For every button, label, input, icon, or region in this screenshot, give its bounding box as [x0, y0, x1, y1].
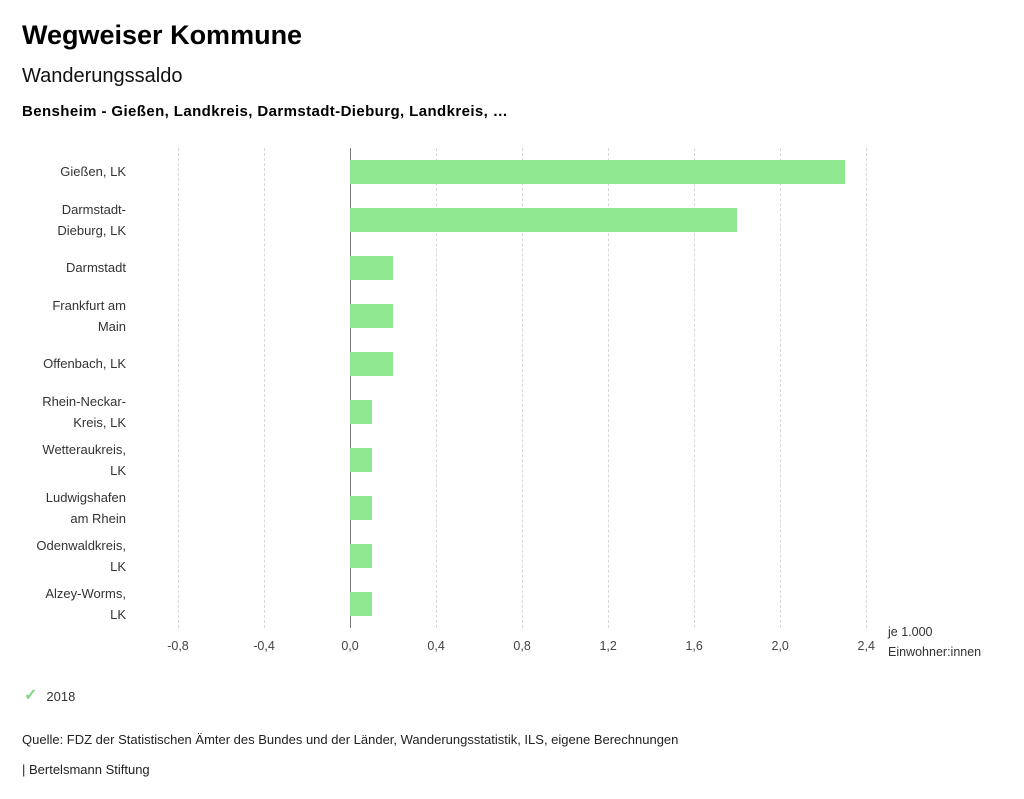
check-icon: ✓: [24, 687, 38, 704]
category-label: Frankfurt am Main: [52, 297, 126, 334]
category-label: Wetteraukreis, LK: [42, 441, 126, 478]
bar-gie-en-lk[interactable]: [350, 160, 845, 184]
chart-title: Wanderungssaldo: [22, 65, 183, 87]
x-tick-label: 2,0: [771, 639, 789, 653]
gridline: [436, 148, 438, 628]
bar-alzey-worms-lk[interactable]: [350, 592, 372, 616]
legend-year-label: 2018: [46, 688, 76, 704]
gridline: [608, 148, 610, 628]
bar-odenwaldkreis-lk[interactable]: [350, 544, 372, 568]
category-label: Alzey-Worms, LK: [45, 585, 126, 622]
category-label: Offenbach, LK: [43, 356, 126, 372]
category-label: Darmstadt- Dieburg, LK: [57, 201, 126, 238]
bar-wetteraukreis-lk[interactable]: [350, 448, 372, 472]
bar-darmstadt-dieburg-lk[interactable]: [350, 208, 738, 232]
x-tick-label: 1,2: [599, 639, 617, 653]
category-label: Rhein-Neckar- Kreis, LK: [42, 393, 126, 430]
source-note: Quelle: FDZ der Statistischen Ämter des …: [22, 732, 679, 747]
x-tick-label: -0,8: [167, 639, 189, 653]
selection-line: Bensheim - Gießen, Landkreis, Darmstadt-…: [22, 103, 509, 120]
x-tick-label: 1,6: [685, 639, 703, 653]
category-label: Odenwaldkreis, LK: [36, 537, 126, 574]
gridline: [694, 148, 696, 628]
axis-unit-line-1: je 1.000: [888, 625, 933, 639]
gridline: [264, 148, 266, 628]
app-title: Wegweiser Kommune: [22, 20, 303, 50]
gridline: [522, 148, 524, 628]
x-tick-label: 0,4: [427, 639, 445, 653]
bar-chart: je 1.000 Einwohner:innen -0,8 -0,4 0,0 0,4 0…: [22, 148, 1002, 676]
x-tick-label: -0,4: [253, 639, 275, 653]
zero-axis-line: [350, 148, 352, 628]
x-tick-label: 2,4: [857, 639, 875, 653]
gridline: [178, 148, 179, 628]
gridline: [866, 148, 868, 628]
axis-unit-label: je 1.000 Einwohner:innen: [888, 622, 981, 662]
bar-offenbach-lk[interactable]: [350, 352, 394, 376]
bar-rhein-neckar-kreis-lk[interactable]: [350, 400, 372, 424]
gridline: [780, 148, 782, 628]
x-tick-label: 0,0: [341, 639, 359, 653]
bar-darmstadt[interactable]: [350, 256, 394, 280]
bar-ludwigshafen-am-rhein[interactable]: [350, 496, 372, 520]
legend-year-2018[interactable]: ✓ 2018: [24, 688, 1002, 704]
bar-frankfurt-am-main[interactable]: [350, 304, 394, 328]
brand-note: | Bertelsmann Stiftung: [22, 762, 150, 777]
category-label: Ludwigshafen am Rhein: [45, 489, 126, 526]
axis-unit-line-2: Einwohner:innen: [888, 645, 982, 659]
category-label: Gießen, LK: [60, 164, 126, 180]
x-tick-label: 0,8: [513, 639, 531, 653]
category-label: Darmstadt: [66, 260, 126, 276]
